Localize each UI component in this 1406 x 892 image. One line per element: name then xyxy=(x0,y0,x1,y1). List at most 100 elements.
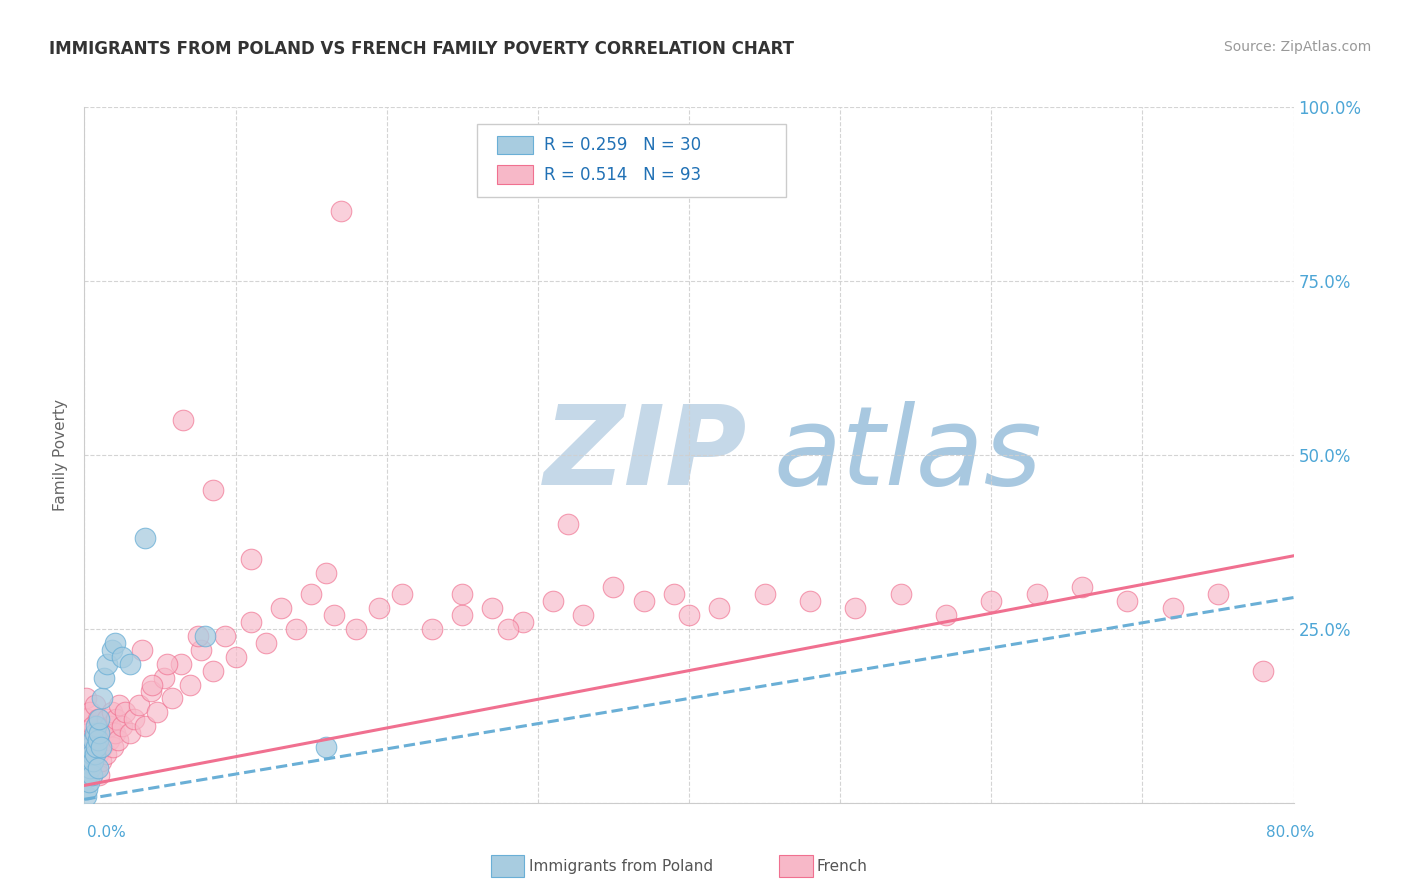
Point xyxy=(86,726,108,740)
Point xyxy=(84,740,107,755)
Text: 80.0%: 80.0% xyxy=(1267,825,1315,839)
Point xyxy=(98,719,121,733)
Point xyxy=(179,677,201,691)
Point xyxy=(980,594,1002,608)
Point xyxy=(86,761,108,775)
Point xyxy=(1206,587,1229,601)
Point xyxy=(108,698,131,713)
Text: Source: ZipAtlas.com: Source: ZipAtlas.com xyxy=(1223,40,1371,54)
Point xyxy=(79,761,101,775)
Point xyxy=(160,691,183,706)
Point xyxy=(709,601,731,615)
Text: R = 0.514   N = 93: R = 0.514 N = 93 xyxy=(544,166,702,184)
Point xyxy=(541,594,564,608)
Text: atlas: atlas xyxy=(773,401,1042,508)
Point xyxy=(104,636,127,650)
Point xyxy=(105,712,128,726)
Point xyxy=(315,740,337,755)
Point xyxy=(170,657,193,671)
Point xyxy=(368,601,391,615)
Point xyxy=(131,642,153,657)
Point xyxy=(935,607,957,622)
Point xyxy=(134,719,156,733)
Point xyxy=(100,642,122,657)
Point xyxy=(254,636,277,650)
Point xyxy=(172,413,194,427)
Point xyxy=(76,768,98,782)
Point xyxy=(84,726,107,740)
Point xyxy=(79,740,101,755)
Point xyxy=(76,781,98,796)
Point xyxy=(134,532,156,546)
Point xyxy=(96,712,118,726)
Point xyxy=(322,607,344,622)
Point xyxy=(90,754,112,768)
Point xyxy=(77,726,100,740)
Point xyxy=(190,642,212,657)
Point xyxy=(91,740,114,755)
Point xyxy=(87,712,110,726)
Point xyxy=(139,684,162,698)
Point xyxy=(80,768,103,782)
Point xyxy=(346,622,368,636)
Point xyxy=(194,629,217,643)
Point xyxy=(512,615,534,629)
Point xyxy=(481,601,503,615)
Point xyxy=(79,747,101,761)
Point xyxy=(285,622,308,636)
Point xyxy=(96,657,118,671)
Point xyxy=(89,712,111,726)
Point xyxy=(844,601,866,615)
Point xyxy=(82,733,104,747)
Point xyxy=(75,789,97,803)
Point xyxy=(187,629,209,643)
Point xyxy=(84,747,107,761)
Point xyxy=(239,552,262,566)
FancyBboxPatch shape xyxy=(496,136,533,154)
Point xyxy=(1025,587,1047,601)
Point xyxy=(153,671,176,685)
Point xyxy=(1253,664,1275,678)
FancyBboxPatch shape xyxy=(478,124,786,197)
Point xyxy=(82,754,104,768)
Point xyxy=(77,761,100,775)
Point xyxy=(76,712,98,726)
Point xyxy=(156,657,179,671)
Point xyxy=(315,566,337,581)
Point xyxy=(201,664,224,678)
Text: Immigrants from Poland: Immigrants from Poland xyxy=(529,859,713,873)
Point xyxy=(799,594,821,608)
Point xyxy=(141,677,163,691)
Point xyxy=(239,615,262,629)
Point xyxy=(97,733,120,747)
Point xyxy=(89,733,111,747)
Point xyxy=(86,740,108,755)
Point xyxy=(146,706,169,720)
Point xyxy=(87,761,110,775)
Point xyxy=(299,587,322,601)
Point xyxy=(101,740,124,755)
Point xyxy=(75,754,97,768)
Point xyxy=(391,587,413,601)
Point xyxy=(111,649,134,664)
Point xyxy=(118,726,141,740)
Point xyxy=(602,580,624,594)
Text: R = 0.259   N = 30: R = 0.259 N = 30 xyxy=(544,136,702,154)
Point xyxy=(1116,594,1139,608)
Y-axis label: Family Poverty: Family Poverty xyxy=(53,399,69,511)
Point xyxy=(420,622,443,636)
Point xyxy=(100,706,122,720)
Point xyxy=(330,204,353,219)
Point xyxy=(270,601,292,615)
Point xyxy=(93,671,115,685)
Point xyxy=(104,726,127,740)
Point xyxy=(1161,601,1184,615)
Text: 0.0%: 0.0% xyxy=(87,825,127,839)
Point xyxy=(90,740,112,755)
Point xyxy=(496,622,519,636)
Text: French: French xyxy=(817,859,868,873)
Point xyxy=(451,587,474,601)
Point xyxy=(118,657,141,671)
Point xyxy=(225,649,247,664)
Point xyxy=(77,775,100,789)
